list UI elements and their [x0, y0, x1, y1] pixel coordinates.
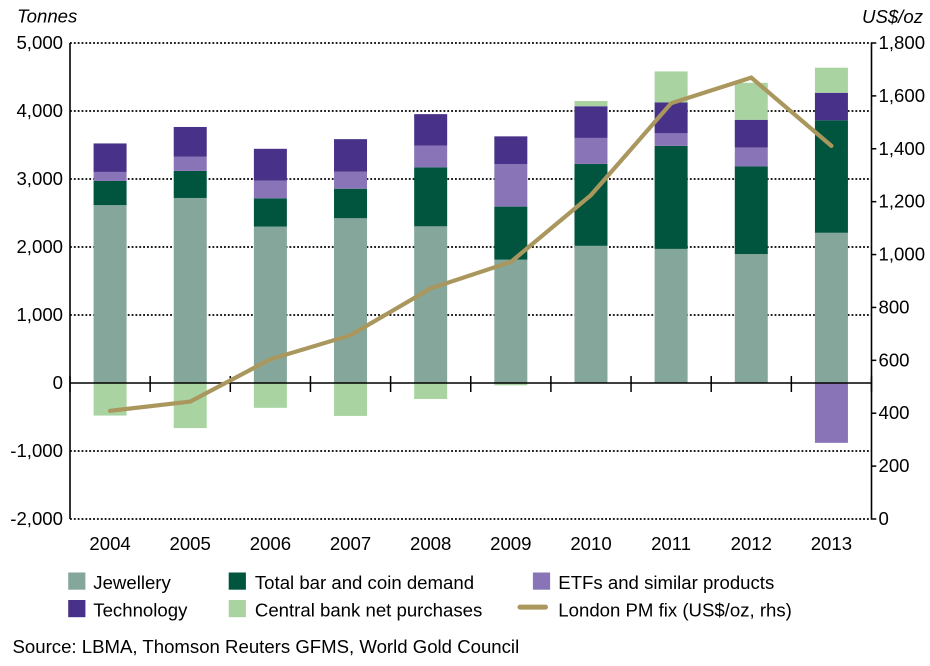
svg-text:0: 0: [879, 508, 889, 529]
svg-text:2005: 2005: [170, 533, 211, 554]
svg-text:Jewellery: Jewellery: [93, 572, 171, 593]
svg-text:US$/oz: US$/oz: [862, 6, 924, 27]
svg-text:1,000: 1,000: [16, 304, 63, 325]
svg-text:800: 800: [879, 296, 910, 317]
svg-text:2,000: 2,000: [16, 236, 63, 257]
svg-text:Central bank net purchases: Central bank net purchases: [255, 599, 482, 620]
svg-text:400: 400: [879, 402, 910, 423]
svg-text:2006: 2006: [250, 533, 291, 554]
svg-text:1,200: 1,200: [879, 191, 926, 212]
svg-text:1,400: 1,400: [879, 138, 926, 159]
svg-text:2008: 2008: [410, 533, 451, 554]
svg-text:1,000: 1,000: [879, 244, 926, 265]
svg-text:1,600: 1,600: [879, 85, 926, 106]
svg-text:2009: 2009: [490, 533, 531, 554]
svg-text:600: 600: [879, 349, 910, 370]
svg-text:2007: 2007: [330, 533, 371, 554]
svg-text:Tonnes: Tonnes: [17, 6, 77, 27]
svg-text:-1,000: -1,000: [10, 440, 63, 461]
svg-text:4,000: 4,000: [16, 100, 63, 121]
svg-text:2011: 2011: [651, 533, 691, 554]
svg-text:2013: 2013: [811, 533, 852, 554]
svg-text:Source: LBMA, Thomson Reuters: Source: LBMA, Thomson Reuters GFMS, Worl…: [13, 636, 520, 657]
svg-text:5,000: 5,000: [16, 32, 63, 53]
svg-text:ETFs and similar products: ETFs and similar products: [558, 572, 774, 593]
svg-text:2010: 2010: [570, 533, 611, 554]
svg-text:1,800: 1,800: [879, 32, 926, 53]
svg-text:2012: 2012: [731, 533, 772, 554]
svg-text:London PM fix (US$/oz, rhs): London PM fix (US$/oz, rhs): [558, 599, 792, 620]
svg-text:2004: 2004: [89, 533, 130, 554]
svg-text:-2,000: -2,000: [10, 508, 63, 529]
svg-text:0: 0: [53, 372, 63, 393]
svg-text:Total bar and coin demand: Total bar and coin demand: [255, 572, 474, 593]
svg-text:200: 200: [879, 455, 910, 476]
svg-text:Technology: Technology: [93, 599, 188, 620]
svg-text:3,000: 3,000: [16, 168, 63, 189]
